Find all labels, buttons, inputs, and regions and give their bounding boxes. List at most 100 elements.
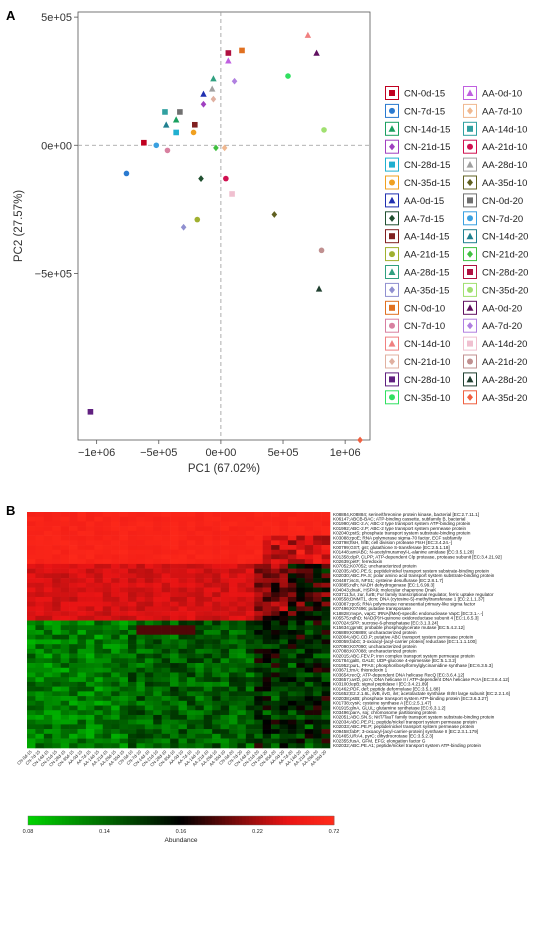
heat-cell (203, 681, 213, 687)
heat-cell (161, 724, 171, 730)
point-CN-7d-10 (164, 147, 171, 154)
legend-label: AA-35d-10 (482, 178, 527, 189)
heat-cell (304, 592, 314, 598)
heat-cell (43, 625, 53, 631)
heat-cell (271, 587, 280, 593)
heat-cell (186, 606, 196, 612)
heat-cell (136, 516, 146, 522)
heat-cell (271, 592, 280, 598)
heat-cell (77, 691, 87, 697)
heat-cell (69, 700, 78, 706)
colorbar-segment (262, 816, 267, 825)
heat-cell (170, 700, 179, 706)
heat-cell (77, 724, 87, 730)
heat-cell (321, 601, 331, 607)
heat-cell (144, 615, 154, 621)
heat-cell (229, 554, 238, 560)
point-CN-28d-10 (87, 409, 94, 415)
legend-label: AA-7d-10 (482, 106, 522, 117)
heat-cell (161, 710, 171, 716)
heat-cell (119, 563, 129, 569)
heat-cell (279, 549, 289, 555)
heat-cell (229, 686, 238, 692)
heat-cell (313, 545, 322, 551)
heat-cell (161, 615, 171, 621)
heat-cell (203, 554, 213, 560)
heat-cell (35, 667, 45, 673)
heat-cell (43, 658, 53, 664)
heat-cell (313, 658, 322, 664)
heat-cell (111, 700, 120, 706)
heat-cell (119, 700, 129, 706)
heat-cell (60, 596, 70, 602)
colorbar-segment (187, 816, 192, 825)
colorbar-segment (255, 816, 260, 825)
heat-cell (304, 686, 314, 692)
heat-cell (43, 578, 53, 584)
heat-cell (186, 540, 196, 546)
heat-cell (262, 535, 272, 541)
heat-cell (52, 554, 61, 560)
heat-cell (229, 653, 238, 659)
heat-cell (212, 714, 221, 720)
heat-cell (94, 729, 104, 735)
heat-cell (128, 521, 137, 527)
heat-cell (102, 568, 112, 574)
heat-cell (153, 530, 162, 536)
heat-cell (279, 554, 289, 560)
legend-label: CN-0d-15 (404, 89, 445, 100)
heat-cell (321, 710, 331, 716)
colorbar-segment (238, 816, 243, 825)
heat-cell (111, 620, 120, 626)
heat-cell (153, 733, 162, 739)
heat-cell (296, 615, 306, 621)
heat-cell (35, 634, 45, 640)
heat-cell (111, 686, 120, 692)
heat-cell (245, 540, 255, 546)
heat-cell (203, 705, 213, 711)
heat-cell (161, 592, 171, 598)
heat-cell (119, 630, 129, 636)
heat-cell (229, 691, 238, 697)
heat-cell (77, 681, 87, 687)
point-CN-21d-10 (210, 95, 217, 103)
heat-cell (287, 620, 297, 626)
heat-cell (161, 521, 171, 527)
heat-cell (60, 691, 70, 697)
heat-cell (287, 625, 297, 631)
heat-cell (60, 667, 70, 673)
heat-cell (27, 530, 36, 536)
point-CN-14d-10 (304, 31, 312, 38)
heat-cell (304, 719, 314, 725)
heat-cell (262, 606, 272, 612)
heat-cell (287, 691, 297, 697)
heat-cell (170, 620, 179, 626)
heat-cell (27, 615, 36, 621)
heat-cell (94, 573, 104, 579)
heat-cell (304, 648, 314, 654)
heat-cell (69, 535, 78, 541)
heat-cell (144, 611, 154, 617)
heat-cell (128, 592, 137, 598)
heat-cell (262, 677, 272, 683)
heat-cell (85, 582, 95, 588)
heat-cell (85, 526, 95, 532)
heat-cell (212, 700, 221, 706)
heat-cell (279, 601, 289, 607)
legend-label: CN-35d-20 (482, 285, 528, 296)
heat-cell (229, 526, 238, 532)
heat-cell (111, 578, 120, 584)
heat-cell (136, 512, 146, 518)
y-tick-label: −5e+05 (35, 268, 72, 280)
heat-row-label: K07090;K07090; uncharacterized protein (333, 644, 417, 649)
heat-cell (321, 568, 331, 574)
heat-cell (111, 691, 120, 697)
heat-cell (186, 724, 196, 730)
heat-cell (220, 710, 230, 716)
heat-cell (52, 545, 61, 551)
heat-cell (254, 733, 263, 739)
heat-cell (212, 729, 221, 735)
heat-cell (245, 568, 255, 574)
heat-cell (170, 691, 179, 697)
heat-cell (304, 596, 314, 602)
